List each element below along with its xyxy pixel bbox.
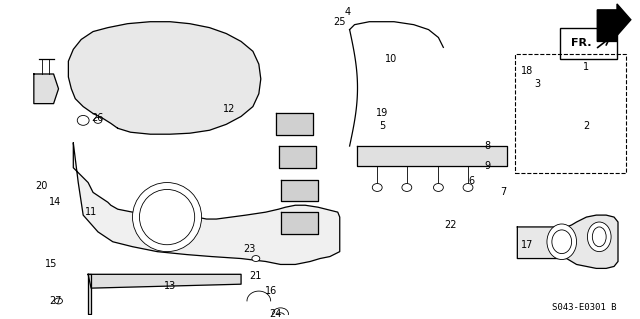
Bar: [560, 28, 617, 59]
Ellipse shape: [140, 189, 195, 245]
Ellipse shape: [372, 183, 382, 191]
Polygon shape: [276, 114, 313, 135]
Text: 9: 9: [484, 161, 491, 171]
Text: 18: 18: [521, 66, 533, 76]
Text: 11: 11: [85, 207, 97, 217]
Text: 16: 16: [264, 286, 276, 296]
Text: FR.: FR.: [572, 38, 592, 48]
Text: 15: 15: [45, 259, 58, 270]
Text: 26: 26: [91, 114, 103, 123]
Polygon shape: [278, 146, 316, 168]
Text: 14: 14: [49, 197, 61, 207]
Polygon shape: [597, 4, 631, 41]
Ellipse shape: [276, 313, 284, 319]
Polygon shape: [358, 146, 508, 166]
Text: 23: 23: [243, 244, 255, 254]
Ellipse shape: [252, 256, 260, 262]
Polygon shape: [34, 74, 58, 104]
Ellipse shape: [593, 227, 606, 247]
Polygon shape: [74, 143, 340, 264]
Text: 20: 20: [36, 181, 48, 190]
Text: 1: 1: [583, 62, 589, 72]
Ellipse shape: [463, 183, 473, 191]
Text: 5: 5: [379, 121, 385, 131]
Polygon shape: [88, 274, 91, 314]
Text: 25: 25: [333, 17, 346, 27]
Text: S043-E0301 B: S043-E0301 B: [552, 303, 616, 312]
Polygon shape: [68, 22, 260, 134]
Text: 22: 22: [444, 220, 456, 230]
Polygon shape: [280, 180, 318, 201]
Polygon shape: [88, 274, 241, 288]
Ellipse shape: [94, 117, 102, 123]
Text: 19: 19: [376, 108, 388, 118]
Ellipse shape: [588, 222, 611, 252]
Ellipse shape: [552, 230, 572, 254]
Text: 2: 2: [583, 121, 589, 131]
Ellipse shape: [402, 183, 412, 191]
Text: 12: 12: [223, 104, 236, 114]
Text: 8: 8: [484, 141, 491, 151]
Text: 7: 7: [500, 188, 507, 197]
Ellipse shape: [547, 224, 577, 260]
Ellipse shape: [273, 308, 289, 319]
Bar: [515, 54, 626, 173]
Ellipse shape: [132, 182, 202, 252]
Text: 24: 24: [269, 309, 282, 319]
Polygon shape: [517, 215, 618, 268]
Ellipse shape: [54, 298, 63, 304]
Text: 13: 13: [164, 281, 176, 291]
Text: 27: 27: [49, 296, 62, 306]
Text: 21: 21: [250, 271, 262, 281]
Polygon shape: [280, 212, 318, 234]
Text: 10: 10: [385, 54, 397, 64]
Text: 17: 17: [521, 240, 533, 250]
Ellipse shape: [77, 115, 89, 125]
Text: 4: 4: [344, 7, 351, 17]
Text: 3: 3: [534, 79, 540, 89]
Ellipse shape: [433, 183, 444, 191]
Text: 6: 6: [468, 175, 474, 186]
